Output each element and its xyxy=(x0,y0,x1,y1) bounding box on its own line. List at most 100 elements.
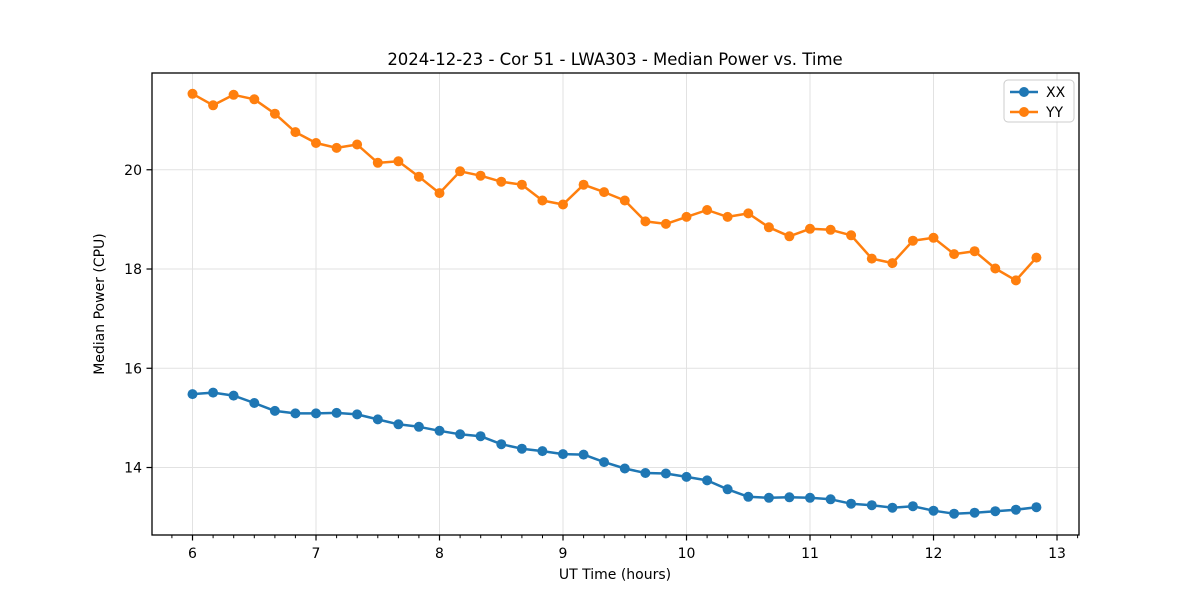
data-point-yy xyxy=(784,231,795,242)
x-tick-label: 12 xyxy=(925,546,943,562)
legend-marker xyxy=(1019,87,1029,97)
x-tick-label: 8 xyxy=(435,546,444,562)
data-point-xx xyxy=(558,449,568,460)
data-point-xx xyxy=(496,439,507,450)
data-point-xx xyxy=(269,405,280,416)
data-point-yy xyxy=(660,218,671,229)
data-point-yy xyxy=(413,171,424,182)
data-point-xx xyxy=(475,431,486,442)
data-point-xx xyxy=(393,419,404,430)
data-point-xx xyxy=(352,409,363,420)
series-line-yy xyxy=(191,92,1038,282)
data-point-xx xyxy=(743,491,754,502)
data-point-xx xyxy=(660,468,671,479)
data-point-yy xyxy=(722,211,733,222)
legend-marker xyxy=(1019,107,1029,117)
data-point-yy xyxy=(887,258,898,269)
x-tick-label: 7 xyxy=(312,546,321,562)
data-point-xx xyxy=(866,500,877,511)
data-point-yy xyxy=(352,139,363,150)
data-point-yy xyxy=(702,205,713,215)
data-point-xx xyxy=(1031,502,1042,513)
legend-label: YY xyxy=(1045,105,1064,121)
legend-label: XX xyxy=(1046,85,1066,101)
data-point-yy xyxy=(928,232,939,243)
data-point-xx xyxy=(619,463,630,474)
x-tick-label: 13 xyxy=(1048,546,1066,562)
data-point-xx xyxy=(681,471,692,482)
data-point-xx xyxy=(1010,504,1021,515)
data-point-xx xyxy=(434,425,445,436)
data-point-xx xyxy=(907,501,918,512)
data-point-yy xyxy=(269,108,280,119)
data-point-xx xyxy=(702,475,713,486)
data-point-yy xyxy=(496,176,507,187)
data-point-yy xyxy=(619,195,630,206)
data-point-yy xyxy=(537,195,548,206)
data-point-xx xyxy=(990,506,1001,517)
data-point-yy xyxy=(969,246,980,257)
data-point-yy xyxy=(249,94,260,105)
data-point-yy xyxy=(1031,252,1042,263)
x-tick-label: 11 xyxy=(801,546,819,562)
data-point-yy xyxy=(907,235,918,246)
axes: 6 7 8 9 10 11 12 13 14 16 18 20 xyxy=(124,72,1080,562)
data-point-xx xyxy=(805,492,815,503)
data-series xyxy=(187,88,1042,519)
data-point-yy xyxy=(372,157,383,168)
data-point-yy xyxy=(1010,275,1021,286)
data-point-yy xyxy=(558,199,568,210)
data-point-xx xyxy=(599,457,610,468)
data-point-yy xyxy=(990,263,1001,274)
data-point-xx xyxy=(331,407,342,418)
data-point-xx xyxy=(784,492,795,503)
x-tick-label: 10 xyxy=(678,546,696,562)
data-point-yy xyxy=(208,100,219,111)
y-tick-label: 18 xyxy=(124,262,142,278)
data-point-xx xyxy=(516,443,527,454)
data-point-xx xyxy=(372,414,383,425)
data-point-yy xyxy=(228,89,239,100)
data-point-xx xyxy=(537,446,548,457)
data-point-yy xyxy=(578,179,589,190)
x-tick-label: 9 xyxy=(559,546,568,562)
data-point-xx xyxy=(928,505,939,516)
data-point-xx xyxy=(825,494,836,505)
y-tick-label: 14 xyxy=(124,461,142,477)
y-tick-label: 20 xyxy=(124,163,142,179)
data-point-yy xyxy=(825,224,836,235)
data-point-yy xyxy=(681,211,692,222)
data-point-xx xyxy=(846,498,857,509)
data-point-xx xyxy=(640,468,651,478)
y-tick-label: 16 xyxy=(124,361,142,377)
data-point-xx xyxy=(208,387,219,398)
data-point-yy xyxy=(866,253,877,264)
data-point-yy xyxy=(434,188,445,199)
data-point-yy xyxy=(187,88,198,99)
data-point-xx xyxy=(249,398,260,408)
data-point-xx xyxy=(413,421,424,432)
data-point-yy xyxy=(311,138,321,148)
grid-lines xyxy=(152,73,1079,535)
data-point-yy xyxy=(949,249,960,260)
data-point-xx xyxy=(949,508,960,519)
data-point-xx xyxy=(578,449,589,460)
legend: XX YY xyxy=(1003,79,1075,123)
data-point-yy xyxy=(516,179,527,190)
data-point-xx xyxy=(887,502,898,513)
data-point-xx xyxy=(228,390,239,401)
data-point-xx xyxy=(187,389,198,400)
data-point-xx xyxy=(311,408,321,419)
data-point-yy xyxy=(393,156,404,167)
y-axis-label: Median Power (CPU) xyxy=(92,233,108,375)
data-point-xx xyxy=(722,484,733,495)
plot-frame xyxy=(151,72,1080,536)
data-point-xx xyxy=(969,507,980,518)
data-point-xx xyxy=(763,492,774,503)
chart-title: 2024-12-23 - Cor 51 - LWA303 - Median Po… xyxy=(387,50,842,69)
data-point-yy xyxy=(805,223,815,234)
data-point-xx xyxy=(290,408,301,419)
data-point-yy xyxy=(846,230,857,241)
x-axis-label: UT Time (hours) xyxy=(559,567,671,583)
